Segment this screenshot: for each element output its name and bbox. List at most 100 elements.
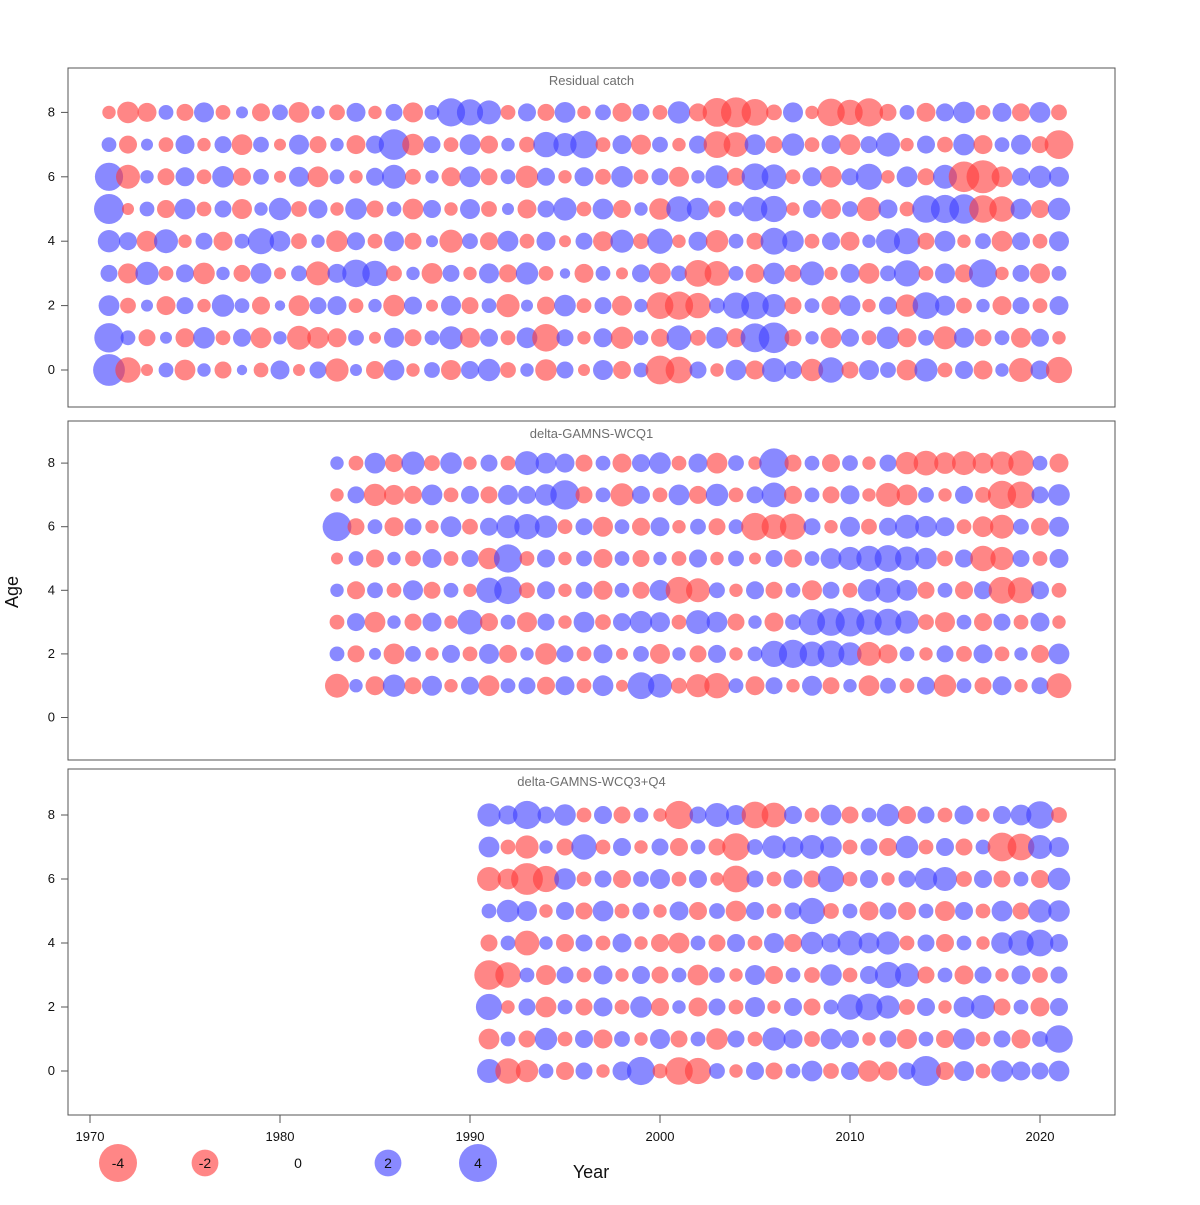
bubble [515, 835, 539, 859]
bubble [686, 610, 710, 635]
bubble [97, 230, 121, 253]
bubble [746, 486, 764, 504]
legend-bubble [191, 1149, 219, 1177]
bubble [534, 515, 558, 538]
bubble [250, 327, 272, 349]
bubble [936, 103, 954, 122]
bubble [764, 612, 784, 632]
bubble [669, 901, 689, 921]
bubble [728, 999, 744, 1015]
bubble [976, 936, 990, 950]
bubble [917, 168, 935, 186]
bubble [690, 329, 706, 346]
bubble [402, 198, 424, 220]
bubble [992, 102, 1012, 122]
bubble [233, 264, 251, 282]
bubble [98, 295, 120, 316]
bubble [875, 577, 901, 603]
bubble [1031, 870, 1049, 888]
y-tick-label: 2 [48, 999, 55, 1014]
bubble [386, 265, 402, 282]
bubble [385, 103, 403, 121]
bubble [689, 103, 707, 122]
bubble [402, 133, 424, 156]
bubble [158, 105, 174, 120]
bubble [496, 899, 520, 923]
bubble [896, 484, 918, 506]
bubble [634, 202, 648, 216]
bubble [631, 134, 651, 155]
bubble [612, 1061, 632, 1081]
bubble [802, 167, 822, 187]
bubble [347, 581, 365, 600]
bubble [118, 263, 138, 284]
bubble [899, 646, 915, 662]
bubble [440, 452, 462, 474]
bubble [745, 360, 765, 380]
bubble [593, 516, 613, 537]
bubble [495, 1058, 521, 1084]
bubble [555, 453, 575, 473]
bubble [955, 838, 973, 856]
bubble [684, 260, 712, 287]
bubble [1049, 837, 1069, 857]
bubble [555, 676, 575, 696]
bubble [479, 643, 499, 664]
bubble [595, 266, 611, 281]
bubble [576, 678, 592, 694]
bubble [214, 200, 232, 218]
bubble [593, 231, 613, 252]
bubble [990, 546, 1014, 571]
bubble [935, 901, 955, 921]
bubble [515, 1059, 539, 1083]
bubble [593, 580, 613, 600]
bubble [463, 583, 477, 597]
bubble [537, 676, 555, 695]
bubble [443, 582, 459, 598]
bubble [975, 233, 991, 250]
bubble [174, 198, 196, 220]
bubble [440, 516, 462, 538]
bubble [288, 295, 310, 316]
bubble [991, 932, 1013, 954]
bubble [895, 835, 919, 859]
bubble [915, 515, 937, 538]
bubble [463, 266, 477, 281]
bubble [995, 363, 1009, 377]
bubble [936, 645, 954, 663]
bubble [322, 512, 352, 542]
bubble [293, 364, 305, 376]
bubble [459, 166, 481, 188]
panel-title: delta-GAMNS-WCQ3+Q4 [517, 774, 665, 789]
bubble [705, 483, 729, 507]
bubble [1012, 264, 1030, 282]
bubble [252, 103, 270, 122]
bubble [350, 364, 362, 376]
bubble [330, 456, 344, 470]
bubble [710, 363, 724, 377]
bubble [880, 362, 896, 378]
bubble [804, 967, 820, 983]
bubble [329, 169, 345, 185]
bubble [1026, 929, 1054, 957]
bubble [650, 517, 670, 537]
legend-value-label: 0 [294, 1155, 302, 1171]
bubble [178, 234, 192, 248]
bubble [613, 870, 631, 888]
bubble [824, 266, 838, 281]
bubble [593, 965, 613, 985]
y-tick-label: 4 [48, 582, 55, 597]
bubble [1013, 871, 1029, 887]
bubble [537, 296, 555, 315]
bubble [666, 325, 692, 351]
bubble [843, 679, 857, 693]
bubble [664, 800, 694, 830]
bubble [708, 518, 726, 536]
bubble [820, 327, 842, 349]
bubble [120, 330, 136, 346]
bubble [519, 136, 535, 153]
bubble [1007, 577, 1035, 604]
bubble [1011, 1029, 1031, 1049]
bubble [421, 263, 443, 284]
y-axis-label: Age [2, 576, 22, 608]
